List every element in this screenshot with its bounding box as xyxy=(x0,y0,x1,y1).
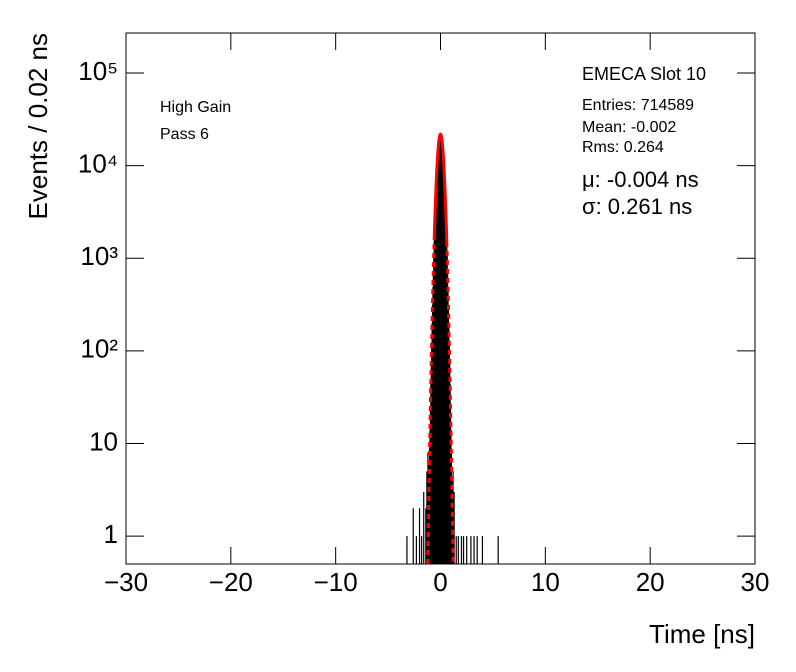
y-tick-label: 10² xyxy=(80,334,118,364)
histogram-bar xyxy=(466,536,468,564)
annotation: Pass 6 xyxy=(160,126,209,143)
histogram-bar xyxy=(426,471,428,564)
histogram-bar xyxy=(470,536,472,564)
y-tick-label: 10⁵ xyxy=(78,56,118,86)
x-tick-label: 30 xyxy=(741,567,770,597)
histogram-bar xyxy=(453,491,455,564)
annotation: High Gain xyxy=(160,99,231,116)
stats-entry: Mean: -0.002 xyxy=(582,119,676,136)
x-tick-label: 0 xyxy=(433,567,447,597)
histogram-bar xyxy=(462,536,465,564)
histogram-bar xyxy=(451,508,453,564)
stats-title: EMECA Slot 10 xyxy=(582,64,706,84)
histogram-bar xyxy=(455,536,457,564)
histogram-bar xyxy=(425,508,427,564)
histogram-bar xyxy=(406,536,408,564)
x-axis-label: Time [ns] xyxy=(649,619,755,649)
histogram-bar xyxy=(457,536,459,564)
y-tick-label: 10 xyxy=(89,426,118,456)
x-tick-label: −20 xyxy=(209,567,253,597)
histogram-bar xyxy=(415,536,417,564)
histogram-bar xyxy=(497,536,499,564)
x-tick-label: 20 xyxy=(636,567,665,597)
fit-text: μ: -0.004 ns xyxy=(582,167,699,192)
histogram-bar xyxy=(421,536,423,564)
histogram-bar xyxy=(476,536,478,564)
histogram-bar xyxy=(460,536,463,564)
fit-curve-extrapolated xyxy=(426,238,436,565)
histogram-bar xyxy=(481,536,484,564)
fit-curve xyxy=(432,132,449,242)
histogram-bar xyxy=(473,536,475,564)
stats-entry: Entries: 714589 xyxy=(582,97,694,114)
histogram-bar xyxy=(412,508,414,564)
y-tick-label: 1 xyxy=(104,519,118,549)
y-tick-label: 10⁴ xyxy=(78,148,118,178)
fit-text: σ: 0.261 ns xyxy=(582,194,692,219)
histogram-bar xyxy=(418,508,421,564)
y-tick-label: 10³ xyxy=(80,241,118,271)
stats-entry: Rms: 0.264 xyxy=(582,139,664,156)
histogram-bar xyxy=(452,471,454,564)
y-axis-label: Events / 0.02 ns xyxy=(23,33,53,219)
x-tick-label: −30 xyxy=(104,567,148,597)
x-tick-label: 10 xyxy=(531,567,560,597)
histogram-bar xyxy=(423,491,425,564)
x-tick-label: −10 xyxy=(314,567,358,597)
fit-curve-extrapolated xyxy=(445,241,455,565)
